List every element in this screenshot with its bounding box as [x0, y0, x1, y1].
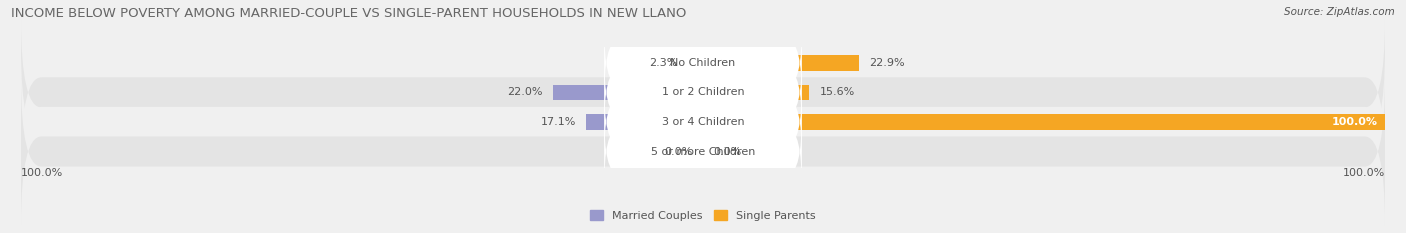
FancyBboxPatch shape — [605, 55, 801, 129]
Text: INCOME BELOW POVERTY AMONG MARRIED-COUPLE VS SINGLE-PARENT HOUSEHOLDS IN NEW LLA: INCOME BELOW POVERTY AMONG MARRIED-COUPL… — [11, 7, 686, 20]
FancyBboxPatch shape — [605, 85, 801, 159]
Text: 3 or 4 Children: 3 or 4 Children — [662, 117, 744, 127]
Bar — [553, 85, 703, 100]
Bar — [703, 114, 1385, 130]
FancyBboxPatch shape — [605, 26, 801, 100]
Bar — [688, 55, 703, 71]
FancyBboxPatch shape — [21, 0, 1385, 137]
Text: 100.0%: 100.0% — [1343, 168, 1385, 178]
Text: 100.0%: 100.0% — [21, 168, 63, 178]
FancyBboxPatch shape — [605, 115, 801, 188]
Bar — [586, 114, 703, 130]
Text: 17.1%: 17.1% — [541, 117, 576, 127]
Text: 1 or 2 Children: 1 or 2 Children — [662, 87, 744, 97]
Text: No Children: No Children — [671, 58, 735, 68]
Text: 22.0%: 22.0% — [508, 87, 543, 97]
FancyBboxPatch shape — [21, 48, 1385, 195]
Legend: Married Couples, Single Parents: Married Couples, Single Parents — [586, 206, 820, 225]
Text: 2.3%: 2.3% — [648, 58, 678, 68]
Text: 5 or more Children: 5 or more Children — [651, 147, 755, 157]
Text: 0.0%: 0.0% — [665, 147, 693, 157]
Bar — [703, 85, 810, 100]
Text: 0.0%: 0.0% — [713, 147, 741, 157]
Text: Source: ZipAtlas.com: Source: ZipAtlas.com — [1284, 7, 1395, 17]
Text: 100.0%: 100.0% — [1331, 117, 1378, 127]
FancyBboxPatch shape — [21, 78, 1385, 225]
Bar — [703, 55, 859, 71]
Text: 22.9%: 22.9% — [869, 58, 905, 68]
FancyBboxPatch shape — [21, 19, 1385, 166]
Text: 15.6%: 15.6% — [820, 87, 855, 97]
